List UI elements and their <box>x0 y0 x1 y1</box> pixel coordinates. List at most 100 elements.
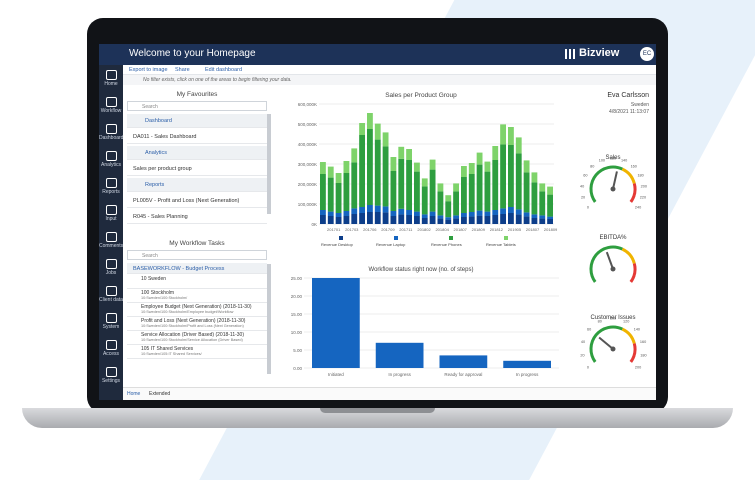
bar-segment[interactable] <box>390 216 397 224</box>
bar-segment[interactable] <box>367 113 373 129</box>
bar-segment[interactable] <box>445 201 452 218</box>
bar-segment[interactable] <box>484 216 491 224</box>
bar-segment[interactable] <box>374 123 381 140</box>
bar-segment[interactable] <box>390 211 397 216</box>
bar-segment[interactable] <box>429 216 436 224</box>
bar-segment[interactable] <box>547 219 553 224</box>
bar-segment[interactable] <box>547 186 553 195</box>
bar-segment[interactable] <box>335 217 342 224</box>
bar-segment[interactable] <box>382 132 389 147</box>
bar[interactable] <box>503 360 551 368</box>
avatar[interactable]: EC <box>640 47 654 61</box>
bar-segment[interactable] <box>367 129 373 205</box>
bar-segment[interactable] <box>327 177 334 212</box>
bar-segment[interactable] <box>484 161 491 172</box>
bar-segment[interactable] <box>476 215 483 224</box>
bar-segment[interactable] <box>531 182 538 215</box>
sidebar-item-client-data[interactable]: Client data <box>99 283 123 309</box>
bar[interactable] <box>312 278 360 368</box>
bar-segment[interactable] <box>414 162 420 172</box>
favourite-item[interactable]: Sales per product group <box>127 162 267 176</box>
bar-segment[interactable] <box>367 212 373 224</box>
bar-segment[interactable] <box>468 216 475 224</box>
bar-segment[interactable] <box>343 216 350 224</box>
bar-segment[interactable] <box>453 191 459 216</box>
task-item[interactable]: 100 Stockholm 10:Sweden/100:Stockholm/ <box>127 290 267 303</box>
bar-segment[interactable] <box>414 171 420 212</box>
bar-segment[interactable] <box>476 210 483 216</box>
bar-segment[interactable] <box>429 159 436 170</box>
bar-segment[interactable] <box>351 208 358 214</box>
bar-segment[interactable] <box>335 173 342 183</box>
bar-segment[interactable] <box>351 148 358 163</box>
bar-segment[interactable] <box>406 149 412 160</box>
bar-segment[interactable] <box>539 183 546 192</box>
task-item[interactable]: Service Allocation (Driver Based) (2018-… <box>127 332 267 345</box>
share-button[interactable]: Share <box>175 67 190 73</box>
bar-segment[interactable] <box>484 211 491 216</box>
bar-segment[interactable] <box>453 183 459 192</box>
sidebar-item-access[interactable]: Access <box>99 337 123 363</box>
sidebar-item-jobs[interactable]: Jobs <box>99 256 123 282</box>
bar-segment[interactable] <box>468 174 475 212</box>
bar-segment[interactable] <box>382 206 389 213</box>
bar-segment[interactable] <box>508 145 514 207</box>
bar[interactable] <box>439 355 488 368</box>
bar-segment[interactable] <box>547 194 553 217</box>
tab-extended[interactable]: Extended <box>149 391 171 397</box>
favourite-item[interactable]: DA011 - Sales Dashboard <box>127 130 267 144</box>
bar-segment[interactable] <box>421 214 428 218</box>
bar-segment[interactable] <box>492 210 499 215</box>
sidebar-item-reports[interactable]: Reports <box>99 175 123 201</box>
bar-segment[interactable] <box>523 172 530 213</box>
bar-segment[interactable] <box>515 137 522 154</box>
bar-segment[interactable] <box>437 215 444 219</box>
sales-chart[interactable]: Sales per Product Group 0K 100,000K 200,000… <box>279 89 564 254</box>
bar-segment[interactable] <box>445 217 452 220</box>
bar-segment[interactable] <box>335 213 342 217</box>
task-item[interactable]: Profit and Loss (Next Generation) (2018-… <box>127 318 267 331</box>
bar-segment[interactable] <box>461 217 467 224</box>
bar-segment[interactable] <box>508 127 514 145</box>
bar-segment[interactable] <box>382 146 389 207</box>
bar-segment[interactable] <box>374 212 381 224</box>
task-item[interactable]: 105 IT Shared Services 10:Sweden/105:IT S… <box>127 346 267 359</box>
sidebar-item-analytics[interactable]: Analytics <box>99 148 123 174</box>
bar-segment[interactable] <box>406 215 412 224</box>
bar-segment[interactable] <box>359 135 365 207</box>
bar-segment[interactable] <box>359 123 365 135</box>
bar-segment[interactable] <box>531 214 538 218</box>
bar-segment[interactable] <box>414 216 420 224</box>
bar-segment[interactable] <box>406 210 412 215</box>
bar-segment[interactable] <box>327 166 334 178</box>
bar-segment[interactable] <box>327 211 334 216</box>
bar-segment[interactable] <box>500 214 506 224</box>
bar-segment[interactable] <box>515 153 522 210</box>
bar-segment[interactable] <box>484 171 491 212</box>
bar-segment[interactable] <box>359 213 365 224</box>
bar-segment[interactable] <box>437 218 444 224</box>
bar-segment[interactable] <box>390 157 397 171</box>
bar-segment[interactable] <box>320 215 326 224</box>
bar-segment[interactable] <box>445 219 452 224</box>
grid-icon[interactable] <box>565 49 575 59</box>
bar-segment[interactable] <box>320 210 326 215</box>
bar-segment[interactable] <box>453 215 459 219</box>
bar-segment[interactable] <box>461 213 467 217</box>
bar-segment[interactable] <box>453 218 459 224</box>
bar-segment[interactable] <box>508 213 514 224</box>
bar-segment[interactable] <box>429 169 436 212</box>
sidebar-item-system[interactable]: System <box>99 310 123 336</box>
bar-segment[interactable] <box>351 214 358 224</box>
tasks-scrollbar[interactable] <box>267 264 271 374</box>
bar-segment[interactable] <box>515 209 522 215</box>
bar-segment[interactable] <box>531 172 538 183</box>
sidebar-item-home[interactable]: Home <box>99 67 123 93</box>
bar-segment[interactable] <box>539 191 546 216</box>
sidebar-item-dashboard[interactable]: Dashboard <box>99 121 123 147</box>
bar-segment[interactable] <box>508 207 514 213</box>
bar-segment[interactable] <box>421 186 428 215</box>
favourite-item[interactable]: R045 - Sales Planning <box>127 210 267 224</box>
bar-segment[interactable] <box>327 216 334 224</box>
bar-segment[interactable] <box>398 146 405 159</box>
